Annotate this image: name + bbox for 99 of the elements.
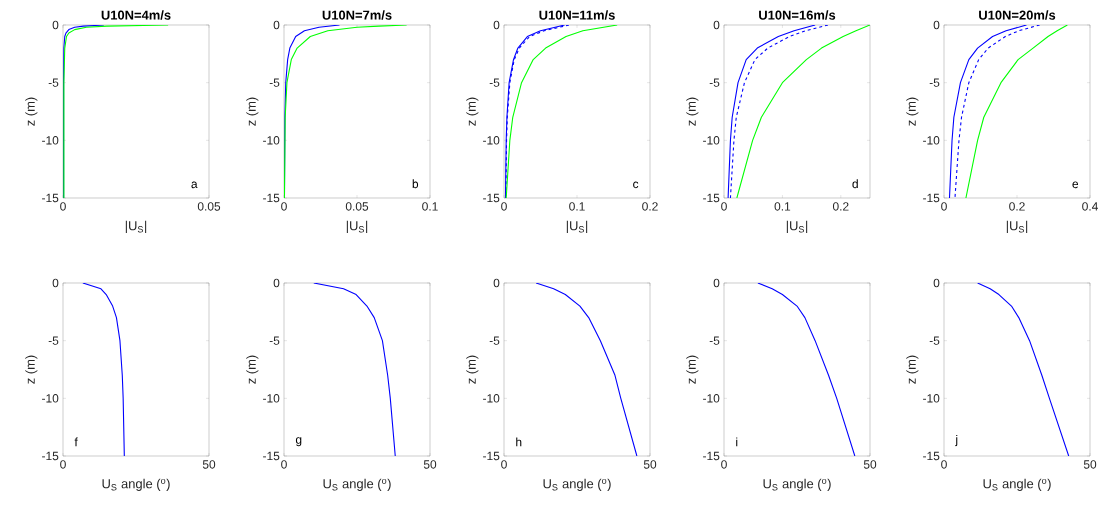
y-axis-title: z (m) xyxy=(246,355,259,384)
y-tick-label: -15 xyxy=(483,193,500,203)
y-tick-label: -5 xyxy=(269,78,280,87)
annotation: a xyxy=(191,181,198,189)
y-tick-label: -10 xyxy=(703,136,720,145)
y-tick-label: 0 xyxy=(933,278,940,288)
y-tick-label: -10 xyxy=(923,394,940,403)
y-tick-label: -10 xyxy=(263,136,280,145)
chart-title: U10N=11m/s xyxy=(539,10,615,20)
x-tick-label: 50 xyxy=(202,460,216,469)
x-axis-title: U$_{S}$ angle ($^{o}$) xyxy=(763,478,831,491)
x-tick-label: 0 xyxy=(60,460,66,469)
x-tick-label: 0.4 xyxy=(1082,202,1098,211)
y-tick-label: -15 xyxy=(923,193,940,203)
y-tick-label: -15 xyxy=(703,193,720,203)
x-tick-label: 0.2 xyxy=(642,202,658,211)
y-tick-label: -10 xyxy=(483,394,500,403)
x-tick-label: 0.2 xyxy=(1009,202,1025,211)
x-axis-title: |U$_{S}$| xyxy=(1006,220,1028,233)
y-tick-label: -15 xyxy=(263,193,280,203)
x-tick-label: 50 xyxy=(1083,460,1097,469)
x-tick-label: 0 xyxy=(941,460,947,469)
y-tick-label: -10 xyxy=(263,394,280,403)
chart-title: U10N=4m/s xyxy=(101,10,171,20)
x-tick-label: 0.05 xyxy=(197,202,221,211)
y-tick-label: -10 xyxy=(42,394,59,403)
y-tick-label: -5 xyxy=(48,78,59,87)
y-tick-label: -10 xyxy=(483,136,500,145)
y-tick-label: -10 xyxy=(703,394,720,403)
y-tick-label: -5 xyxy=(709,336,720,345)
x-axis-title: |U$_{S}$| xyxy=(566,220,588,233)
x-tick-label: 0.2 xyxy=(832,202,849,211)
y-tick-label: -15 xyxy=(483,451,500,461)
y-tick-label: -5 xyxy=(489,336,500,345)
y-tick-label: 0 xyxy=(933,20,940,30)
y-tick-label: -5 xyxy=(929,336,940,345)
x-axis-title: U$_{S}$ angle ($^{o}$) xyxy=(983,478,1051,491)
annotation: d xyxy=(852,179,858,189)
x-axis-title: |U$_{S}$| xyxy=(346,220,368,233)
y-axis-title: z (m) xyxy=(686,355,699,384)
x-tick-label: 0.05 xyxy=(345,202,369,211)
annotation: g xyxy=(295,437,302,447)
y-tick-label: 0 xyxy=(493,20,500,30)
y-tick-label: 0 xyxy=(713,278,720,288)
x-axis-title: U$_{S}$ angle ($^{o}$) xyxy=(102,478,170,491)
chart-title: U10N=7m/s xyxy=(322,10,392,20)
y-axis-title: z (m) xyxy=(466,355,479,384)
y-tick-label: -5 xyxy=(709,78,720,87)
y-tick-label: 0 xyxy=(273,20,280,30)
y-axis-title: z (m) xyxy=(25,355,38,384)
chart-title: U10N=16m/s xyxy=(759,10,836,20)
y-tick-label: -15 xyxy=(923,451,940,461)
x-tick-label: 0 xyxy=(281,460,287,469)
y-tick-label: 0 xyxy=(52,20,59,30)
y-tick-label: -5 xyxy=(489,78,500,87)
y-tick-label: -15 xyxy=(42,451,59,461)
y-axis-title: z (m) xyxy=(906,355,919,384)
annotation: f xyxy=(74,437,78,447)
y-tick-label: -15 xyxy=(263,451,280,461)
y-tick-label: -15 xyxy=(703,451,720,461)
y-axis-title: z (m) xyxy=(686,97,699,126)
x-tick-label: 0 xyxy=(501,202,507,211)
annotation: i xyxy=(736,437,738,447)
x-axis-title: U$_{S}$ angle ($^{o}$) xyxy=(543,478,611,491)
annotation: b xyxy=(412,179,419,189)
x-tick-label: 50 xyxy=(423,460,437,469)
annotation: e xyxy=(1072,181,1079,189)
y-tick-label: -5 xyxy=(269,336,280,345)
y-tick-label: 0 xyxy=(493,278,500,288)
x-tick-label: 0 xyxy=(501,460,507,469)
x-tick-label: 0.1 xyxy=(569,202,585,211)
y-axis-title: z (m) xyxy=(246,97,259,126)
y-axis-title: z (m) xyxy=(466,97,479,126)
x-tick-label: 0 xyxy=(721,460,727,469)
chart-title: U10N=20m/s xyxy=(979,10,1056,20)
y-tick-label: -5 xyxy=(929,78,940,87)
y-tick-label: 0 xyxy=(52,278,59,288)
x-axis-title: |U$_{S}$| xyxy=(786,220,808,233)
x-tick-label: 0 xyxy=(60,202,66,211)
y-tick-label: -15 xyxy=(42,193,59,203)
x-tick-label: 50 xyxy=(863,460,877,469)
y-tick-label: -10 xyxy=(42,136,59,145)
y-tick-label: 0 xyxy=(713,20,720,30)
x-tick-label: 50 xyxy=(643,460,657,469)
annotation: h xyxy=(516,437,522,447)
x-tick-label: 0 xyxy=(721,202,727,211)
y-axis-title: z (m) xyxy=(25,97,38,126)
x-tick-label: 0.1 xyxy=(422,202,438,211)
y-tick-label: -5 xyxy=(48,336,59,345)
y-tick-label: 0 xyxy=(273,278,280,288)
x-axis-title: |U$_{S}$| xyxy=(125,220,147,233)
x-tick-label: 0.1 xyxy=(774,202,791,211)
x-tick-label: 0 xyxy=(941,202,947,211)
y-tick-label: -10 xyxy=(923,136,940,145)
annotation: j xyxy=(955,435,958,447)
x-axis-title: U$_{S}$ angle ($^{o}$) xyxy=(323,478,391,491)
annotation: c xyxy=(633,181,639,189)
x-tick-label: 0 xyxy=(281,202,287,211)
y-axis-title: z (m) xyxy=(906,97,919,126)
